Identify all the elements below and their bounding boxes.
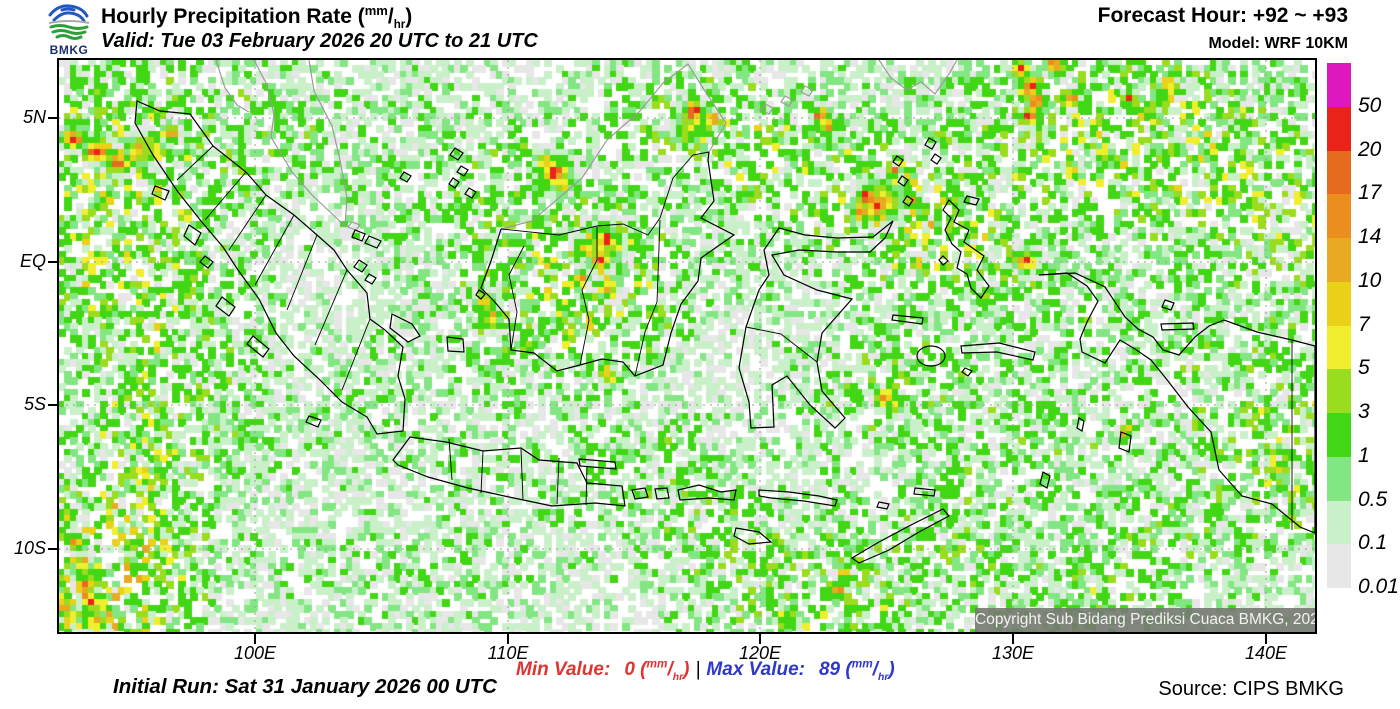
- colorbar-label: 5: [1358, 356, 1370, 380]
- colorbar-segment: [1327, 281, 1351, 326]
- colorbar: [1327, 63, 1351, 588]
- max-value: 89: [818, 659, 841, 681]
- lat-tick-label: 10S: [13, 538, 46, 558]
- lat-tick-label: 5S: [23, 394, 46, 414]
- colorbar-segment: [1327, 63, 1351, 107]
- colorbar-label: 17: [1358, 181, 1382, 205]
- lon-tick: [1012, 634, 1014, 644]
- indonesia-coastlines: [134, 100, 1315, 564]
- separator: |: [695, 659, 701, 681]
- foreign-coastlines: [215, 60, 958, 231]
- min-value: 0: [624, 659, 635, 681]
- lat-tick: [48, 117, 57, 119]
- admin-borders: [176, 145, 1293, 530]
- lon-tick-label: 140E: [1244, 643, 1288, 663]
- page-title: Hourly Precipitation Rate (mm/hr): [101, 3, 413, 32]
- bmkg-logo-text: BMKG: [49, 43, 89, 57]
- colorbar-segment: [1327, 325, 1351, 370]
- colorbar-segment: [1327, 238, 1351, 282]
- colorbar-segment: [1327, 369, 1351, 413]
- min-max-values: Min Value: 0 (mm/hr) | Max Value: 89 (mm/hr): [516, 658, 895, 683]
- precipitation-field: [59, 60, 1315, 632]
- lon-tick-label: 130E: [991, 643, 1035, 663]
- lat-tick: [48, 261, 57, 263]
- unit-mm: mm: [364, 3, 388, 18]
- colorbar-label: 0.01: [1358, 575, 1399, 598]
- lat-tick-label: EQ: [19, 251, 46, 271]
- colorbar-segment: [1327, 500, 1351, 545]
- colorbar-segment: [1327, 413, 1351, 457]
- valid-time: Valid: Tue 03 February 2026 20 UTC to 21…: [101, 30, 538, 52]
- colorbar-segment: [1327, 194, 1351, 238]
- min-value-text: Min Value: 0 (mm/hr): [516, 658, 690, 684]
- lon-tick: [1265, 634, 1267, 644]
- lon-tick-label: 110E: [487, 643, 529, 663]
- unit-hr: hr: [393, 19, 406, 32]
- initial-run: Initial Run: Sat 31 January 2026 00 UTC: [113, 675, 497, 698]
- colorbar-segment: [1327, 456, 1351, 501]
- colorbar-label: 20: [1358, 137, 1382, 161]
- lon-tick: [254, 634, 256, 644]
- colorbar-label: 0.5: [1358, 487, 1388, 511]
- colorbar-label: 0.1: [1358, 531, 1388, 555]
- lat-tick: [48, 404, 57, 406]
- colorbar-segment: [1327, 544, 1351, 588]
- colorbar-label: 14: [1358, 225, 1382, 248]
- lon-tick-label: 100E: [233, 643, 277, 663]
- colorbar-label: 7: [1358, 312, 1370, 336]
- colorbar-label: 50: [1358, 93, 1382, 117]
- lon-tick-label: 120E: [738, 643, 782, 663]
- lat-tick: [48, 548, 57, 550]
- lat-tick-label: 5N: [22, 107, 46, 127]
- precipitation-map: Copyright Sub Bidang Prediksi Cuaca BMKG…: [57, 58, 1317, 634]
- bmkg-logo-icon: [48, 4, 90, 40]
- bmkg-logo: BMKG: [40, 1, 98, 57]
- source-credit: Source: CIPS BMKG: [1158, 678, 1344, 700]
- colorbar-segment: [1327, 150, 1351, 195]
- model-name: Model: WRF 10KM: [1208, 35, 1348, 52]
- lon-tick: [759, 634, 761, 644]
- colorbar-label: 3: [1358, 400, 1370, 423]
- coastlines-overlay: [59, 60, 1315, 632]
- forecast-hour: Forecast Hour: +92 ~ +93: [1097, 4, 1348, 27]
- copyright-banner: Copyright Sub Bidang Prediksi Cuaca BMKG…: [975, 608, 1315, 632]
- header-right: Forecast Hour: +92 ~ +93 Model: WRF 10KM: [1098, 4, 1348, 53]
- gridlines: [59, 60, 1315, 632]
- colorbar-segment: [1327, 106, 1351, 151]
- colorbar-label: 1: [1358, 443, 1370, 467]
- max-value-text: Max Value: 89 (mm/hr): [706, 658, 895, 684]
- colorbar-label: 10: [1358, 268, 1382, 292]
- lon-tick: [507, 634, 509, 644]
